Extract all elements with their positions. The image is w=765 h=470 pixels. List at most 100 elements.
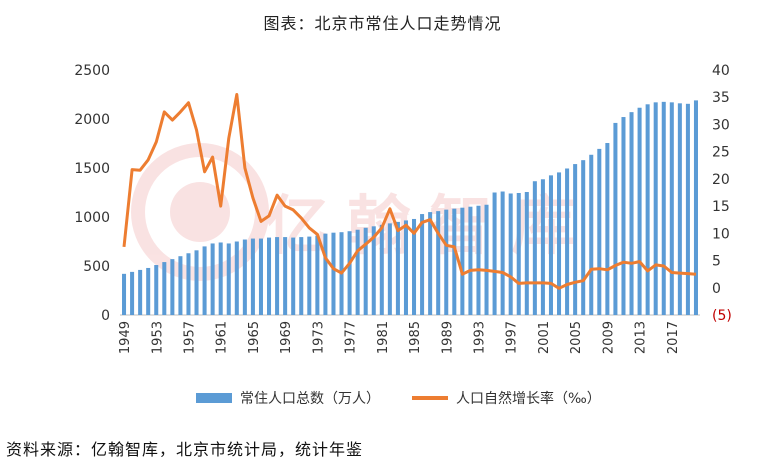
x-tick-label: 1981 <box>376 321 391 354</box>
bar <box>444 209 449 315</box>
bar <box>379 224 384 315</box>
x-tick-label: 1957 <box>182 321 197 354</box>
x-tick-label: 2005 <box>569 321 584 354</box>
x-tick-label: 1953 <box>150 321 165 354</box>
bar <box>291 237 296 315</box>
bar <box>436 211 441 315</box>
x-tick-label: 1965 <box>247 321 262 354</box>
bar <box>693 100 698 315</box>
bar <box>315 235 320 315</box>
chart-title: 图表：北京市常住人口走势情况 <box>263 14 502 33</box>
bar <box>548 175 553 315</box>
legend-line-swatch <box>412 396 448 400</box>
bar <box>170 259 175 315</box>
bar <box>540 179 545 315</box>
x-tick-label: 1949 <box>118 321 133 354</box>
bar <box>420 214 425 315</box>
bar <box>532 181 537 315</box>
legend-bar-series: 常住人口总数（万人） <box>196 388 380 408</box>
bar <box>685 103 690 315</box>
y-right-tick-label: 20 <box>712 172 730 188</box>
bar <box>283 237 288 315</box>
bar <box>122 273 127 315</box>
bar <box>299 237 304 315</box>
bar <box>452 208 457 315</box>
bar <box>597 148 602 315</box>
bar <box>589 154 594 315</box>
bar <box>258 238 263 315</box>
bar <box>476 205 481 315</box>
bar <box>524 192 529 315</box>
bar <box>403 220 408 315</box>
bar <box>130 271 135 315</box>
bar <box>355 229 360 315</box>
bar <box>275 237 280 315</box>
bar <box>565 168 570 315</box>
x-tick-label: 2009 <box>601 321 616 354</box>
x-tick-label: 1977 <box>344 321 359 354</box>
bar <box>371 226 376 315</box>
bar <box>460 207 465 315</box>
bar <box>613 122 618 315</box>
bar <box>242 239 247 315</box>
bar <box>629 112 634 315</box>
bar <box>226 243 231 315</box>
bar <box>363 227 368 315</box>
bar <box>186 253 191 315</box>
bar <box>605 143 610 315</box>
y-right-tick-label: 30 <box>712 117 730 133</box>
y-right-tick-label: 10 <box>712 226 730 242</box>
bar <box>637 107 642 315</box>
bar <box>138 269 143 315</box>
x-tick-label: 1985 <box>408 321 423 354</box>
legend-bar-swatch <box>196 393 232 403</box>
source-note: 资料来源：亿翰智库，北京市统计局，统计年鉴 <box>6 440 364 459</box>
x-tick-label: 1973 <box>311 321 326 354</box>
x-tick-label: 2013 <box>634 321 649 354</box>
bar <box>250 238 255 315</box>
bar <box>653 102 658 315</box>
y-right-tick-label: 40 <box>712 63 730 79</box>
bar <box>484 204 489 315</box>
bar <box>178 256 183 315</box>
x-tick-label: 1961 <box>215 321 230 354</box>
y-left-tick-label: 2000 <box>74 112 110 128</box>
y-left-tick-label: 1500 <box>74 161 110 177</box>
bar <box>428 212 433 315</box>
bar <box>508 193 513 315</box>
bar <box>516 192 521 315</box>
bar <box>387 223 392 315</box>
y-left-tick-label: 1000 <box>74 210 110 226</box>
legend-line-series: 人口自然增长率（‰） <box>412 388 601 408</box>
bar <box>234 241 239 315</box>
y-right-tick-label: 25 <box>712 145 730 161</box>
bar <box>154 265 159 315</box>
bar <box>661 101 666 315</box>
bar <box>210 243 215 315</box>
bar <box>677 103 682 315</box>
y-left-tick-label: 500 <box>83 259 110 275</box>
bar <box>267 237 272 315</box>
bar <box>492 192 497 315</box>
x-tick-label: 1997 <box>505 321 520 354</box>
bar <box>331 232 336 315</box>
bar <box>323 233 328 315</box>
bar <box>645 104 650 315</box>
bar <box>669 102 674 315</box>
bar <box>557 172 562 315</box>
bar <box>347 231 352 315</box>
bar <box>162 262 167 315</box>
bar <box>412 218 417 315</box>
y-right-tick-label: (5) <box>712 308 732 324</box>
x-tick-label: 1993 <box>472 321 487 354</box>
bar <box>468 206 473 315</box>
x-tick-label: 1989 <box>440 321 455 354</box>
y-right-tick-label: 15 <box>712 199 730 215</box>
y-right-tick-label: 0 <box>712 281 721 297</box>
bar <box>395 221 400 315</box>
legend-bar-label: 常住人口总数（万人） <box>240 391 380 407</box>
line-series-growth-rate <box>122 93 697 290</box>
bar <box>307 236 312 315</box>
y-left-tick-label: 0 <box>101 308 110 324</box>
bar <box>146 267 151 315</box>
